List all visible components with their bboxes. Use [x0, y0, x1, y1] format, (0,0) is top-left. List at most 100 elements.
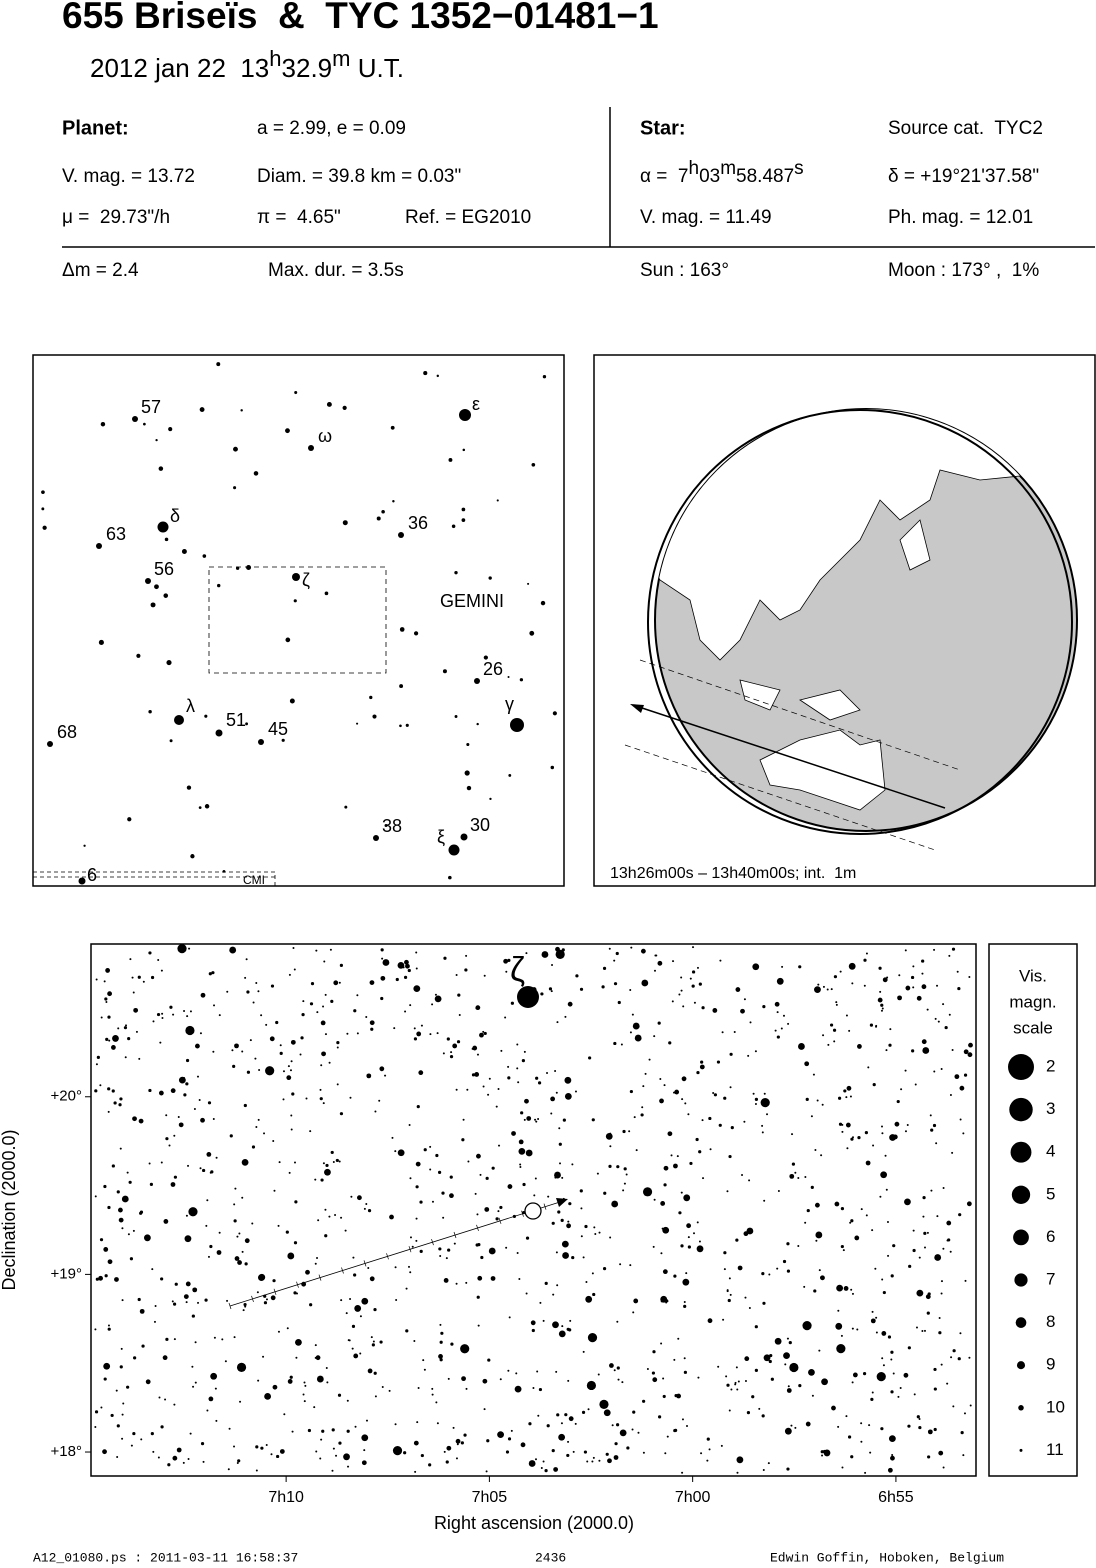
field-star — [314, 1178, 317, 1181]
field-star — [662, 1269, 668, 1275]
field-star — [660, 1201, 666, 1206]
field-star — [507, 1437, 512, 1441]
field-star — [200, 1441, 205, 1446]
field-star — [301, 1012, 305, 1017]
field-star — [450, 1342, 454, 1346]
field-star — [520, 1442, 526, 1448]
field-star — [393, 1027, 396, 1030]
field-star — [760, 1097, 770, 1108]
legend-dot — [1009, 1097, 1033, 1122]
field-star — [689, 977, 692, 980]
field-star — [930, 1128, 934, 1132]
field-star — [149, 1182, 153, 1186]
field-star — [687, 1245, 691, 1249]
field-star — [837, 1309, 840, 1312]
field-star — [763, 1199, 766, 1202]
field-star — [448, 458, 453, 462]
field-star — [241, 1050, 244, 1053]
field-star — [416, 1105, 420, 1109]
field-star — [761, 1124, 764, 1127]
field-star — [708, 1448, 711, 1451]
field-star — [786, 1269, 791, 1273]
field-star — [774, 1029, 777, 1032]
field-star — [309, 1130, 312, 1133]
field: α = 7h03m58.487s — [640, 158, 804, 187]
field-star — [783, 1352, 790, 1360]
x-tick-label: 7h05 — [472, 1489, 508, 1506]
field-star — [214, 1387, 217, 1390]
field-star — [564, 1015, 567, 1018]
field-star — [218, 1014, 221, 1017]
field-star — [409, 1177, 412, 1180]
field-star — [342, 405, 347, 411]
field-star — [107, 1324, 110, 1327]
track-tick — [341, 1267, 344, 1274]
field-star — [641, 1106, 644, 1109]
field-star — [148, 1162, 151, 1165]
field-star — [648, 1058, 651, 1061]
field-star — [561, 1240, 569, 1248]
field-star — [305, 1269, 310, 1275]
field-star — [522, 1182, 526, 1187]
field-star — [912, 986, 915, 989]
field-star — [231, 1049, 234, 1052]
field-star — [776, 1011, 779, 1014]
field-star — [609, 1236, 612, 1239]
field-star — [207, 1255, 210, 1258]
field-star — [455, 1438, 461, 1444]
field-star — [933, 1367, 937, 1372]
field-star — [335, 1158, 339, 1163]
field-star — [113, 1101, 117, 1105]
field-star — [726, 1383, 730, 1387]
field-star — [660, 1342, 663, 1345]
field-star — [561, 1176, 564, 1179]
field-star — [637, 1431, 640, 1434]
field-star — [170, 1088, 176, 1094]
field-star — [496, 499, 499, 502]
field-star — [415, 967, 418, 970]
field-star — [642, 1187, 653, 1197]
field-star — [169, 739, 173, 743]
field-star — [734, 1383, 737, 1386]
field-star — [932, 1123, 937, 1128]
track-tick — [318, 1274, 322, 1281]
field-star — [346, 1429, 350, 1433]
field-star — [482, 1085, 485, 1088]
field-star — [356, 722, 359, 725]
field-star — [613, 1455, 619, 1460]
field-star — [130, 1444, 133, 1447]
field-star — [132, 1116, 137, 1122]
star-label: 57 — [141, 397, 161, 417]
field-star — [666, 1300, 669, 1303]
field-star — [567, 1001, 573, 1007]
field-star — [435, 1153, 439, 1158]
field-star — [840, 1206, 845, 1211]
field-star — [907, 1346, 911, 1350]
field-star — [525, 1292, 528, 1295]
field-star — [728, 1277, 731, 1280]
legend-dot — [1015, 1317, 1027, 1328]
field-star — [587, 1333, 598, 1343]
field-star — [886, 1221, 889, 1224]
field-star — [550, 765, 555, 770]
field-star — [723, 1096, 727, 1100]
field-star — [798, 965, 802, 969]
field-star — [173, 1338, 176, 1341]
field-star — [520, 1111, 524, 1115]
field-star — [339, 963, 343, 967]
field-star — [686, 1223, 692, 1229]
field-star — [516, 1067, 519, 1070]
field-star — [381, 957, 384, 960]
field-star — [818, 1269, 821, 1272]
field-star — [483, 655, 488, 660]
field-star — [467, 1160, 470, 1163]
field-star — [483, 974, 486, 977]
field-star — [698, 982, 702, 986]
field-star — [367, 1368, 373, 1374]
field-star — [698, 1240, 701, 1243]
field-star — [197, 1301, 200, 1304]
field-star — [497, 1088, 500, 1091]
field-star — [449, 1193, 454, 1199]
field-star — [322, 1162, 325, 1165]
field-star — [567, 1379, 570, 1382]
